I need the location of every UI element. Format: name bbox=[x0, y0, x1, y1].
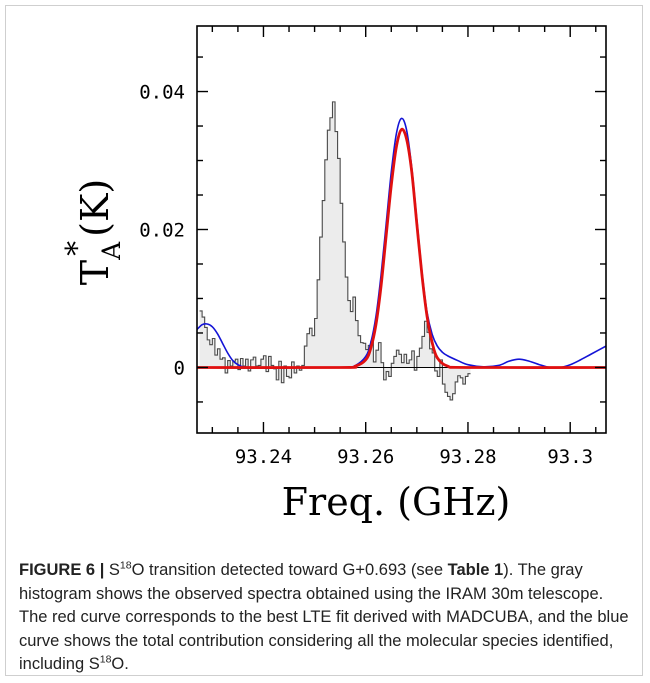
y-tick-label: 0.04 bbox=[139, 82, 185, 104]
isotope-superscript-2: 18 bbox=[99, 653, 112, 666]
histogram-layer bbox=[199, 101, 471, 401]
caption-text-4: O. bbox=[111, 655, 129, 673]
caption-text-2: O transition detected toward G+0.693 (se… bbox=[131, 561, 448, 579]
y-axis-label: TA* (K) bbox=[60, 179, 126, 285]
y-axis-label-base: T bbox=[73, 260, 117, 285]
x-tick-label: 93.3 bbox=[547, 446, 593, 468]
y-axis-label-unit: (K) bbox=[73, 179, 117, 237]
observed-spectrum-histogram bbox=[199, 101, 471, 401]
x-axis-label: Freq. (GHz) bbox=[282, 480, 511, 524]
fit-curves bbox=[197, 117, 606, 369]
isotope-superscript: 18 bbox=[119, 559, 132, 572]
caption-text-3: ). The gray histogram shows the observed… bbox=[19, 561, 629, 673]
y-axis-label-superscript: * bbox=[60, 241, 95, 256]
axis-ticks: 93.24 93.26 93.28 93.3 0 0.02 0.04 bbox=[139, 26, 606, 468]
plot-frame bbox=[196, 25, 607, 434]
svg-text:TA*(K): TA* (K) bbox=[60, 179, 126, 285]
lte-fit-curve-red bbox=[197, 127, 606, 369]
figure-frame bbox=[5, 5, 643, 676]
y-tick-label: 0 bbox=[174, 357, 185, 379]
table-reference: Table 1 bbox=[447, 561, 504, 579]
y-axis-label-subscript: A bbox=[97, 241, 126, 261]
figure-label: FIGURE 6 bbox=[19, 561, 96, 579]
x-tick-label: 93.28 bbox=[439, 446, 496, 468]
y-tick-label: 0.02 bbox=[139, 220, 185, 242]
caption-separator: | bbox=[95, 561, 109, 579]
spectrum-chart: 93.24 93.26 93.28 93.3 0 0.02 0.04 Freq. (GHz)… bbox=[60, 25, 607, 524]
x-tick-label: 93.24 bbox=[235, 446, 292, 468]
x-tick-label: 93.26 bbox=[337, 446, 394, 468]
figure-caption: FIGURE 6 | S18O transition detected towa… bbox=[19, 559, 631, 677]
total-contribution-curve-blue bbox=[197, 117, 606, 369]
caption-text-1: S bbox=[108, 561, 120, 579]
histogram-fill bbox=[199, 101, 471, 400]
